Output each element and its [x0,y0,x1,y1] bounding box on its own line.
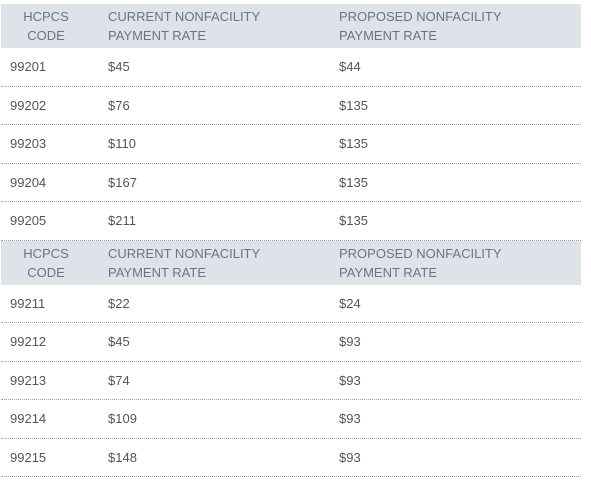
cell-code: 99204 [10,174,47,190]
cell-code: 99203 [10,136,47,152]
cell-code: 99202 [10,97,47,113]
cell-current-rate: $109 [108,411,137,427]
header-text: PROPOSED NONFACILITY [339,9,502,24]
header-text: PROPOSED NONFACILITY [339,245,502,261]
cell-code: 99215 [10,449,47,465]
header-hcpcs-code: HCPCS CODE [1,7,91,45]
header-text: PAYMENT RATE [108,28,206,43]
cell-current-rate: $74 [108,372,130,388]
header-text: PAYMENT RATE [339,264,437,280]
header-current-rate: CURRENT NONFACILITY PAYMENT RATE [91,244,329,282]
header-text: CODE [27,28,65,43]
cell-code: 99214 [10,411,47,427]
table-row: 99212 $45 $93 [1,323,581,362]
cell-current-rate: $110 [108,136,136,152]
cell-proposed-rate: $93 [339,372,361,388]
cell-code: 99211 [10,295,46,311]
table-row: 99202 $76 $135 [1,87,581,125]
cell-code: 99212 [10,334,47,350]
header-text: CURRENT NONFACILITY [108,245,261,261]
cell-current-rate: $45 [108,334,130,350]
header-hcpcs-code: HCPCS CODE [1,244,91,282]
table-row: 99215 $148 $93 [1,439,581,477]
cell-proposed-rate: $93 [339,334,361,350]
payment-rate-table: HCPCS CODE CURRENT NONFACILITY PAYMENT R… [1,0,581,477]
cell-proposed-rate: $44 [339,59,361,75]
table-header: HCPCS CODE CURRENT NONFACILITY PAYMENT R… [1,240,581,285]
table-row: 99204 $167 $135 [1,164,581,202]
cell-current-rate: $148 [108,449,137,465]
table-row: 99214 $109 $93 [1,400,581,439]
header-current-rate: CURRENT NONFACILITY PAYMENT RATE [91,7,329,45]
cell-current-rate: $211 [108,213,136,229]
cell-proposed-rate: $93 [339,449,361,465]
cell-code: 99205 [10,213,47,229]
header-text: CURRENT NONFACILITY [108,9,261,24]
table-row: 99203 $110 $135 [1,125,581,164]
cell-proposed-rate: $135 [339,97,368,113]
cell-proposed-rate: $135 [339,174,368,190]
table-row: 99201 $45 $44 [1,48,581,87]
table-row: 99213 $74 $93 [1,362,581,400]
cell-proposed-rate: $135 [339,136,368,152]
cell-proposed-rate: $93 [339,411,361,427]
cell-proposed-rate: $135 [339,213,368,229]
table-row: 99205 $211 $135 [1,202,581,241]
header-text: PAYMENT RATE [339,28,437,43]
header-text: PAYMENT RATE [108,264,206,280]
cell-current-rate: $22 [108,295,130,311]
header-text: CODE [27,264,65,280]
cell-current-rate: $167 [108,174,137,190]
table-row: 99211 $22 $24 [1,285,581,323]
cell-current-rate: $76 [108,97,130,113]
header-proposed-rate: PROPOSED NONFACILITY PAYMENT RATE [329,7,581,45]
cell-code: 99213 [10,372,47,388]
header-text: HCPCS [23,245,69,261]
table-header: HCPCS CODE CURRENT NONFACILITY PAYMENT R… [1,4,581,48]
cell-current-rate: $45 [108,59,130,75]
cell-code: 99201 [10,59,47,75]
header-text: HCPCS [23,9,69,24]
cell-proposed-rate: $24 [339,295,361,311]
header-proposed-rate: PROPOSED NONFACILITY PAYMENT RATE [329,244,581,282]
